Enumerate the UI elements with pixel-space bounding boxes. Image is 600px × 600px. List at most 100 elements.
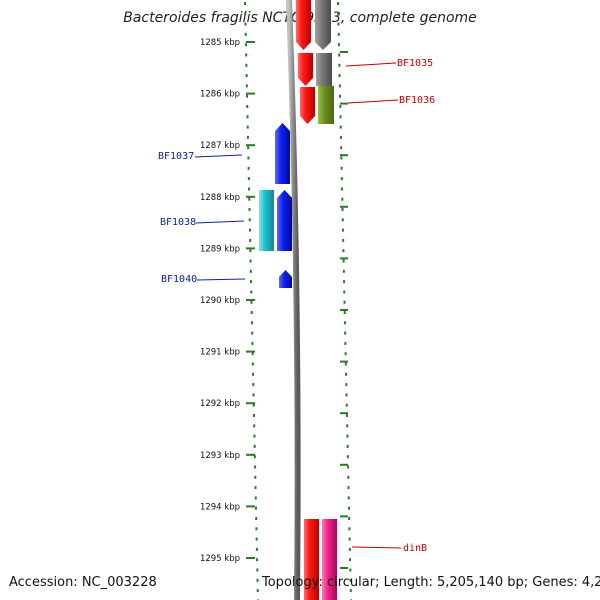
feature-labels: BF1035 BF1036 BF1037 BF1038 BF1040 dinB <box>158 58 435 554</box>
ruler-label: 1288 kbp <box>200 193 240 203</box>
label-bf1040[interactable]: BF1040 <box>161 274 197 285</box>
leader-bf1037 <box>194 154 243 158</box>
feature-dinb[interactable] <box>322 519 337 600</box>
ring-minor-tick <box>250 311 253 314</box>
ring-minor-tick <box>244 12 247 16</box>
reverse-strand-features <box>259 123 292 288</box>
ring-minor-tick <box>255 517 258 520</box>
ring-minor-tick <box>340 156 343 160</box>
ring-minor-tick <box>253 424 256 428</box>
label-dinb[interactable]: dinB <box>403 543 427 554</box>
ring-minor-tick <box>256 589 259 593</box>
ring-minor-tick <box>339 94 342 98</box>
ring-minor-tick <box>348 527 351 531</box>
ring-minor-tick <box>345 383 348 387</box>
label-bf1036[interactable]: BF1036 <box>399 95 435 106</box>
ring-minor-tick <box>341 187 344 191</box>
ring-minor-tick <box>344 331 347 335</box>
feature-bf1035[interactable] <box>316 53 332 86</box>
ring-minor-tick <box>340 177 343 181</box>
leader-bf1036 <box>347 99 399 104</box>
label-bf1035[interactable]: BF1035 <box>397 58 433 69</box>
ring-minor-tick <box>254 465 257 469</box>
ring-minor-tick <box>247 166 250 170</box>
ring-minor-tick <box>246 115 249 119</box>
ring-minor-tick <box>249 259 252 263</box>
ring-minor-tick <box>341 197 344 201</box>
ruler-label: 1285 kbp <box>200 38 240 48</box>
ring-minor-tick <box>344 352 347 356</box>
kbp-ruler: 1285 kbp 1286 kbp 1287 kbp 1288 kbp 1289 kbp… <box>200 38 348 569</box>
ring-minor-tick <box>250 280 253 284</box>
ring-minor-tick <box>346 444 349 448</box>
ring-minor-tick <box>341 228 344 232</box>
ring-minor-tick <box>338 63 341 67</box>
ruler-label: 1287 kbp <box>200 141 240 151</box>
ring-minor-tick <box>347 465 350 469</box>
feature-bf1039[interactable] <box>277 190 292 251</box>
ring-minor-tick <box>246 125 249 129</box>
ring-minor-tick <box>349 578 352 582</box>
ring-minor-tick <box>254 496 257 500</box>
ring-minor-tick <box>337 43 340 47</box>
ring-minor-tick <box>253 455 256 459</box>
feature-top-red-2[interactable] <box>298 53 313 86</box>
ruler-label: 1291 kbp <box>200 348 240 358</box>
ruler-label: 1289 kbp <box>200 244 240 254</box>
ring-minor-tick <box>244 32 247 36</box>
ring-minor-tick <box>347 486 350 490</box>
ring-minor-tick <box>343 321 346 325</box>
ring-minor-tick <box>348 517 351 520</box>
ring-minor-tick <box>346 455 349 459</box>
ring-minor-tick <box>337 32 340 36</box>
ring-minor-tick <box>255 537 258 541</box>
ring-minor-tick <box>343 280 346 284</box>
ring-minor-tick <box>252 393 255 397</box>
ring-minor-tick <box>342 249 345 253</box>
ring-minor-tick <box>246 105 249 108</box>
ruler-label: 1295 kbp <box>200 554 240 564</box>
label-bf1038[interactable]: BF1038 <box>160 217 196 228</box>
ring-minor-tick <box>251 362 254 366</box>
ring-minor-tick <box>255 527 258 531</box>
ring-minor-tick <box>342 259 345 263</box>
ring-minor-tick <box>344 362 347 366</box>
ring-minor-tick <box>247 146 250 150</box>
ring-minor-tick <box>244 2 247 5</box>
label-bf1037[interactable]: BF1037 <box>158 151 194 162</box>
ring-minor-tick <box>347 475 350 479</box>
ring-minor-tick <box>256 558 259 562</box>
label-leaders <box>194 62 402 549</box>
ring-minor-tick <box>244 22 247 26</box>
feature-bf1037[interactable] <box>275 123 290 184</box>
feature-top-gray-1[interactable] <box>315 0 331 50</box>
feature-bf1036[interactable] <box>318 86 334 124</box>
ring-minor-tick <box>345 403 348 407</box>
ring-minor-tick <box>249 238 252 242</box>
ring-minor-tick <box>256 568 259 572</box>
ring-minor-tick <box>253 444 256 448</box>
ruler-label: 1292 kbp <box>200 399 240 409</box>
ring-minor-tick <box>337 22 340 26</box>
ring-minor-tick <box>339 105 342 108</box>
feature-bf1040[interactable] <box>279 270 292 288</box>
feature-dinb-red[interactable] <box>304 519 319 600</box>
ring-minor-tick <box>345 393 348 397</box>
ring-minor-tick <box>339 115 342 119</box>
feature-bf1038[interactable] <box>259 190 274 251</box>
ring-minor-tick <box>251 341 254 345</box>
leader-bf1035 <box>345 62 397 67</box>
genome-stats: Topology: circular; Length: 5,205,140 bp… <box>262 575 600 590</box>
ring-minor-tick <box>250 300 253 304</box>
ring-minor-tick <box>252 414 255 417</box>
ring-minor-tick <box>248 208 251 211</box>
ring-minor-tick <box>246 135 249 139</box>
ring-minor-tick <box>246 94 249 98</box>
ruler-label: 1286 kbp <box>200 90 240 100</box>
feature-bf1036-red[interactable] <box>300 87 315 124</box>
ring-minor-tick <box>244 43 247 47</box>
ring-minor-tick <box>339 135 342 139</box>
genome-backbone <box>286 0 301 600</box>
feature-top-red-1[interactable] <box>296 0 311 50</box>
